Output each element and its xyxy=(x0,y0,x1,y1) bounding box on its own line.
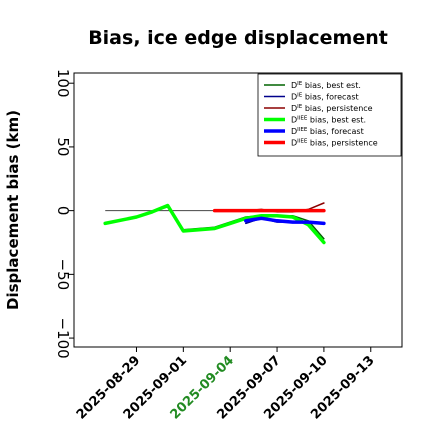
y-tick-label: 0 xyxy=(54,206,72,216)
series-line-3 xyxy=(103,203,326,245)
series-line-4 xyxy=(244,216,326,226)
data-layer xyxy=(103,202,326,245)
y-axis-label: Displacement bias (km) xyxy=(4,110,22,310)
y-tick-label: 50 xyxy=(54,137,72,156)
chart-title: Bias, ice edge displacement xyxy=(88,27,388,49)
y-tick-label: 100 xyxy=(54,69,72,98)
legend-entry: DIIEE bias, persistence xyxy=(291,139,378,148)
legend: DIE bias, best est. DIE bias, forecast DIE… xyxy=(257,73,402,157)
legend-entry: DIIEE bias, best est. xyxy=(291,116,366,125)
y-tick-label: −100 xyxy=(54,317,72,358)
legend-entry: DIE bias, best est. xyxy=(291,81,361,90)
y-tick-label: −50 xyxy=(54,259,72,291)
legend-entry: DIIEE bias, forecast xyxy=(291,127,364,136)
legend-entry: DIE bias, persistence xyxy=(291,104,373,113)
legend-entry: DIE bias, forecast xyxy=(291,93,359,102)
plot-frame xyxy=(73,72,403,348)
legend-box xyxy=(257,73,402,157)
